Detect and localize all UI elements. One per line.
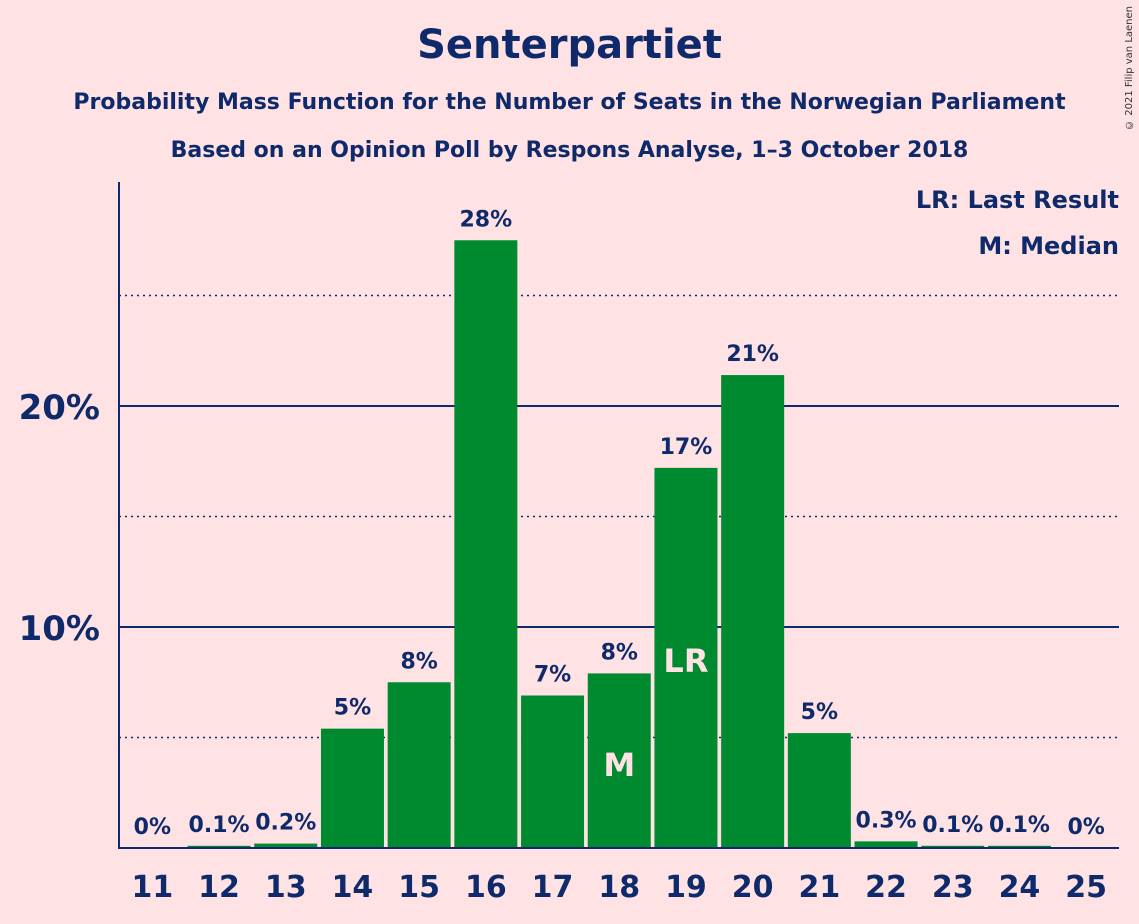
data-label: 0.2% (255, 811, 316, 836)
data-label: 0% (1067, 815, 1104, 840)
x-tick-label: 16 (465, 870, 507, 905)
chart-title: Senterpartiet (417, 22, 722, 68)
bar (787, 733, 851, 848)
x-tick-label: 14 (332, 870, 374, 905)
x-tick-label: 20 (732, 870, 774, 905)
bar (187, 845, 251, 848)
chart-source-subtitle: Based on an Opinion Poll by Respons Anal… (170, 138, 969, 163)
y-tick-label: 20% (19, 388, 100, 428)
bar (454, 240, 518, 848)
data-label: 0.1% (922, 813, 983, 838)
bar (654, 467, 718, 848)
data-label: 21% (726, 342, 779, 367)
x-tick-label: 23 (932, 870, 974, 905)
data-label: 0.1% (189, 813, 250, 838)
x-tick-label: 17 (532, 870, 574, 905)
bar (254, 843, 318, 848)
bar (921, 845, 985, 848)
bar (387, 682, 451, 848)
bar (854, 841, 918, 848)
bar (521, 695, 585, 848)
x-tick-label: 11 (131, 870, 173, 905)
x-tick-label: 19 (665, 870, 707, 905)
x-tick-label: 15 (398, 870, 440, 905)
data-label: 5% (334, 696, 371, 721)
x-tick-label: 12 (198, 870, 240, 905)
bar (320, 728, 384, 848)
bar-marker-lr: LR (663, 642, 708, 680)
y-tick-label: 10% (19, 609, 100, 649)
bar (987, 845, 1051, 848)
x-tick-label: 13 (265, 870, 307, 905)
x-tick-label: 21 (798, 870, 840, 905)
x-tick-label: 22 (865, 870, 907, 905)
legend-median: M: Median (978, 232, 1119, 260)
bar (587, 673, 651, 848)
x-tick-label: 18 (598, 870, 640, 905)
data-label: 5% (801, 700, 838, 725)
data-label: 17% (660, 435, 713, 460)
data-label: 8% (601, 640, 638, 665)
bar-marker-m: M (603, 746, 635, 784)
chart-subtitle: Probability Mass Function for the Number… (73, 90, 1066, 115)
x-tick-label: 24 (999, 870, 1041, 905)
data-label: 8% (400, 649, 437, 674)
bar (721, 375, 785, 848)
data-label: 0.3% (856, 808, 917, 833)
data-label: 0% (134, 815, 171, 840)
data-label: 28% (460, 207, 513, 232)
legend-last-result: LR: Last Result (915, 186, 1119, 214)
data-label: 0.1% (989, 813, 1050, 838)
data-label: 7% (534, 663, 571, 688)
x-tick-label: 25 (1065, 870, 1107, 905)
